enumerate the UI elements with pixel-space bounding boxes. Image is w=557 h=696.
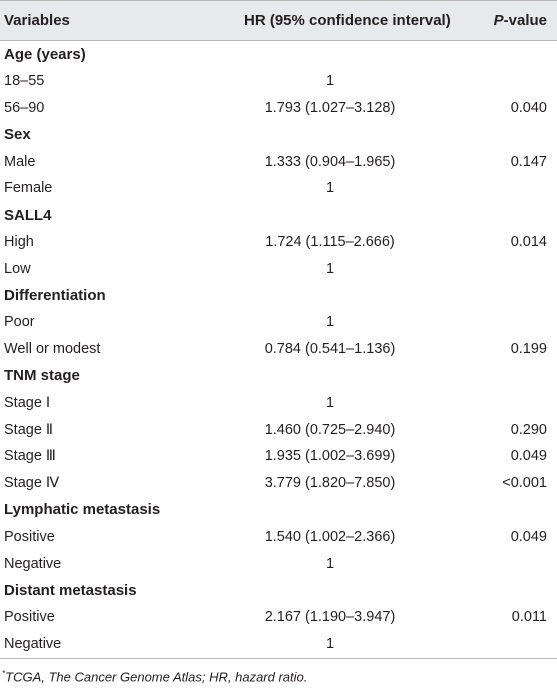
- row-pvalue: 0.049: [510, 528, 547, 545]
- row-pvalue: <0.001: [502, 475, 547, 492]
- table-row: Poor 1: [0, 309, 557, 336]
- table-row: Male 1.333 (0.904–1.965) 0.147: [0, 148, 557, 175]
- table-row: Stage Ⅰ 1: [0, 389, 557, 416]
- row-hr: 3.779 (1.820–7.850): [264, 475, 396, 492]
- row-hr: 1.793 (1.027–3.128): [264, 99, 396, 116]
- row-label: Positive: [4, 609, 55, 626]
- row-hr: 1.935 (1.002–3.699): [264, 448, 396, 465]
- row-label: Low: [4, 260, 31, 277]
- table-body: Age (years) 18–55 1 56–90 1.793 (1.027–3.128…: [0, 41, 557, 660]
- row-pvalue: 0.014: [510, 233, 547, 250]
- section-header-row: Age (years): [0, 41, 557, 68]
- section-header-row: SALL4: [0, 202, 557, 229]
- row-label: TNM stage: [4, 367, 80, 385]
- row-pvalue: 0.011: [511, 609, 547, 626]
- table-header-row: Variables HR (95% confidence interval) P…: [0, 0, 557, 41]
- row-label: Age (years): [4, 45, 86, 63]
- row-hr: 1: [325, 180, 335, 197]
- table-row: Stage Ⅲ 1.935 (1.002–3.699) 0.049: [0, 443, 557, 470]
- row-label: Negative: [4, 555, 62, 572]
- row-hr: 1: [325, 73, 335, 90]
- row-pvalue: 0.199: [510, 341, 547, 358]
- row-label: Poor: [4, 314, 35, 331]
- row-hr: 1: [325, 314, 335, 331]
- row-pvalue: 0.147: [510, 153, 547, 170]
- row-label: 18–55: [4, 73, 45, 90]
- row-label: Differentiation: [4, 287, 106, 305]
- row-hr: 1: [325, 635, 335, 652]
- section-header-row: Lymphatic metastasis: [0, 497, 557, 524]
- row-label: Negative: [4, 635, 62, 652]
- row-label: Stage Ⅰ: [4, 394, 51, 411]
- table-row: Positive 2.167 (1.190–3.947) 0.011: [0, 604, 557, 631]
- table-row: Stage Ⅱ 1.460 (0.725–2.940) 0.290: [0, 416, 557, 443]
- row-label: SALL4: [4, 206, 52, 224]
- row-label: Female: [4, 180, 53, 197]
- row-pvalue: 0.040: [510, 99, 547, 116]
- table-row: Low 1: [0, 255, 557, 282]
- row-label: Stage Ⅳ: [4, 475, 60, 492]
- row-label: Male: [4, 153, 36, 170]
- row-label: High: [4, 233, 34, 250]
- row-label: Positive: [4, 528, 55, 545]
- table-row: Stage Ⅳ 3.779 (1.820–7.850) <0.001: [0, 470, 557, 497]
- header-pvalue-p: P: [493, 12, 504, 29]
- row-label: Sex: [4, 126, 31, 144]
- footnote-mark: *: [2, 669, 6, 679]
- row-hr: 1: [325, 394, 335, 411]
- table-row: Negative 1: [0, 550, 557, 577]
- table-footnote: *TCGA, The Cancer Genome Atlas; HR, haza…: [0, 669, 557, 684]
- table-row: 56–90 1.793 (1.027–3.128) 0.040: [0, 95, 557, 122]
- header-pvalue: P-value: [440, 12, 557, 29]
- row-label: Lymphatic metastasis: [4, 501, 161, 519]
- table-row: Female 1: [0, 175, 557, 202]
- footnote-text: TCGA, The Cancer Genome Atlas; HR, hazar…: [5, 669, 308, 685]
- row-hr: 1.460 (0.725–2.940): [264, 421, 396, 438]
- row-pvalue: 0.049: [510, 448, 547, 465]
- section-header-row: Distant metastasis: [0, 577, 557, 604]
- row-label: 56–90: [4, 99, 45, 116]
- table-row: High 1.724 (1.115–2.666) 0.014: [0, 229, 557, 256]
- row-label: Stage Ⅲ: [4, 448, 56, 465]
- row-hr: 1: [325, 555, 335, 572]
- section-header-row: Differentiation: [0, 282, 557, 309]
- row-label: Well or modest: [4, 341, 101, 358]
- row-hr: 2.167 (1.190–3.947): [264, 609, 396, 626]
- header-hr: HR (95% confidence interval): [244, 12, 451, 29]
- row-hr: 1.724 (1.115–2.666): [265, 233, 395, 250]
- row-label: Stage Ⅱ: [4, 421, 54, 438]
- table-row: Negative 1: [0, 631, 557, 658]
- row-hr: 0.784 (0.541–1.136): [264, 341, 396, 358]
- header-pvalue-rest: -value: [503, 12, 547, 29]
- header-variables: Variables: [4, 12, 70, 29]
- table-row: 18–55 1: [0, 68, 557, 95]
- row-hr: 1.540 (1.002–2.366): [264, 528, 396, 545]
- section-header-row: Sex: [0, 121, 557, 148]
- row-hr: 1: [325, 260, 335, 277]
- row-pvalue: 0.290: [510, 421, 547, 438]
- table-row: Well or modest 0.784 (0.541–1.136) 0.199: [0, 336, 557, 363]
- row-hr: 1.333 (0.904–1.965): [264, 153, 396, 170]
- table-row: Positive 1.540 (1.002–2.366) 0.049: [0, 523, 557, 550]
- section-header-row: TNM stage: [0, 363, 557, 390]
- row-label: Distant metastasis: [4, 581, 137, 599]
